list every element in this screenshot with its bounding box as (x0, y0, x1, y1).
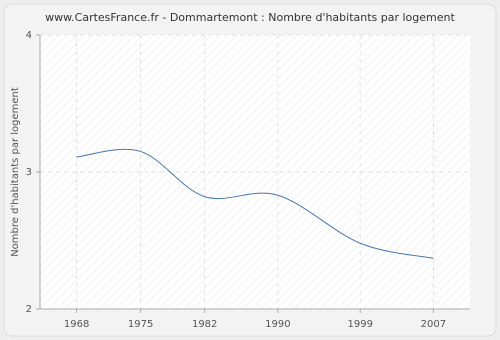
line-series (76, 148, 434, 259)
x-tick-label: 1975 (128, 319, 153, 330)
plot-area (40, 35, 470, 309)
x-tick-label: 1968 (64, 319, 89, 330)
y-tick-label: 2 (26, 304, 32, 315)
x-tick-label: 1990 (265, 319, 290, 330)
plot: 2 3 4 1968 1975 1982 1990 1999 2007 (26, 30, 470, 330)
chart-title: www.CartesFrance.fr - Dommartemont : Nom… (45, 11, 455, 24)
x-tick-label: 1999 (347, 319, 372, 330)
x-tick-label: 1982 (192, 319, 217, 330)
y-axis-label: Nombre d'habitants par logement (10, 87, 21, 257)
x-tick-label: 2007 (421, 319, 446, 330)
y-tick-label: 4 (26, 30, 32, 41)
y-tick-label: 3 (26, 167, 32, 178)
